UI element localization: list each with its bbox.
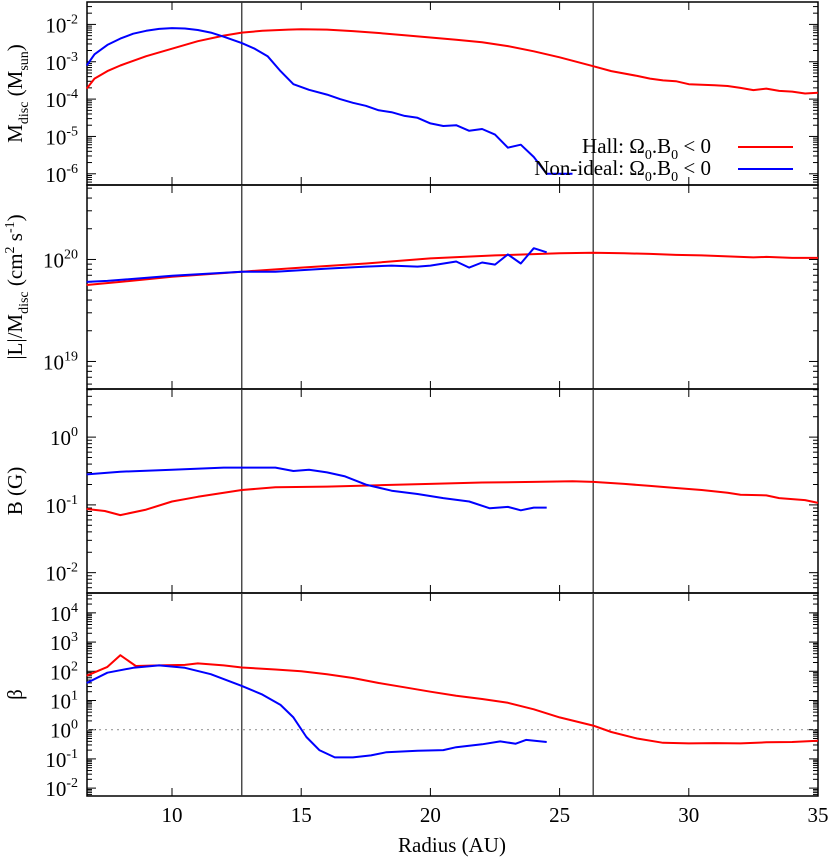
y-tick-label: 104	[50, 601, 78, 626]
series-line	[86, 654, 819, 745]
x-tick-label: 10	[162, 803, 183, 827]
legend-entry-nonideal: Non-ideal: Ω0.B0 < 0	[534, 156, 793, 185]
series-line	[86, 247, 548, 283]
series-line	[85, 28, 819, 95]
y-tick-label: 10-6	[45, 162, 78, 187]
y-tick-label: 1020	[43, 247, 78, 272]
y-tick-label: 103	[50, 630, 78, 655]
x-tick-label: 35	[808, 803, 829, 827]
x-tick-label: 15	[291, 803, 312, 827]
legend-label-nonideal: Non-ideal: Ω0.B0 < 0	[534, 156, 711, 185]
x-tick-label: 25	[549, 803, 570, 827]
legend-entry-hall: Hall: Ω0.B0 < 0	[582, 134, 793, 163]
panel-frame	[86, 184, 819, 390]
panel-beta: 104 103 102 101 100 10-1 10-2 β	[3, 592, 819, 801]
x-axis-title: Radius (AU)	[398, 833, 506, 857]
series-line	[86, 480, 819, 517]
y-axis-title: B (G)	[3, 467, 27, 515]
y-axis-title: |L|/Mdisc (cm2 s-1)	[3, 214, 32, 359]
y-tick-label: 10-2	[45, 561, 78, 586]
y-tick-label: 102	[50, 659, 78, 684]
y-tick-label: 10-2	[45, 12, 78, 37]
y-tick-label: 10-1	[45, 493, 78, 518]
y-tick-label: 1019	[43, 349, 78, 374]
panel-bfield: 100 10-1 10-2 B (G)	[3, 388, 819, 594]
y-tick-label: 10-1	[45, 747, 78, 772]
series-line	[86, 664, 547, 759]
panel-frame	[86, 592, 819, 797]
y-tick-label: 10-2	[45, 776, 78, 801]
legend-label-hall: Hall: Ω0.B0 < 0	[582, 134, 711, 163]
y-tick-label: 10-5	[45, 124, 78, 149]
series-line	[86, 466, 547, 512]
legend: Hall: Ω0.B0 < 0 Non-ideal: Ω0.B0 < 0	[534, 134, 793, 185]
y-tick-label: 10-3	[45, 50, 78, 75]
y-axis-title: Mdisc (Msun)	[3, 44, 32, 143]
panel-mdisc: 10-2 10-3 10-4 10-5 10-6 Mdisc (Msun)	[3, 1, 819, 187]
series-line	[85, 27, 548, 175]
x-tick-label: 20	[420, 803, 441, 827]
y-tick-label: 101	[50, 688, 78, 713]
x-axis-tick-labels: 10 15 20 25 30 35	[162, 803, 829, 827]
y-tick-label: 10-4	[45, 87, 78, 112]
x-tick-label: 30	[678, 803, 699, 827]
series-line	[86, 251, 818, 286]
panel-l_over_m: 1020 1019 |L|/Mdisc (cm2 s-1)	[3, 184, 819, 390]
y-tick-label: 100	[50, 425, 78, 450]
y-tick-label: 100	[50, 718, 78, 743]
y-axis-title: β	[3, 689, 27, 700]
panels: 10-2 10-3 10-4 10-5 10-6 Mdisc (Msun) 1020 1019…	[3, 1, 819, 801]
